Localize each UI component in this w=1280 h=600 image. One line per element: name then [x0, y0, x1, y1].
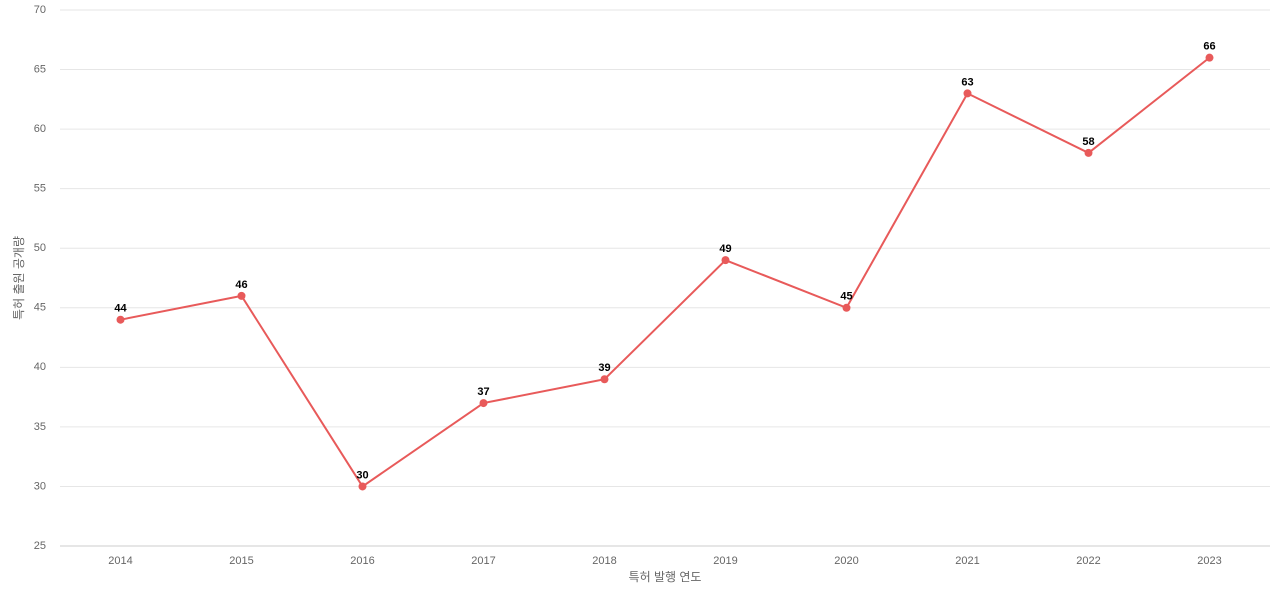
point	[963, 89, 972, 98]
x-tick-label: 2017	[471, 555, 495, 567]
x-tick-label: 2018	[592, 555, 616, 567]
x-tick-label: 2022	[1076, 555, 1100, 567]
y-tick-label: 35	[34, 421, 46, 433]
point	[116, 315, 125, 324]
point	[842, 303, 851, 312]
point	[237, 291, 246, 300]
data-label: 37	[477, 386, 489, 398]
data-label: 39	[598, 362, 610, 374]
line	[120, 56, 1211, 488]
data-label: 66	[1203, 41, 1215, 53]
y-tick-label: 25	[34, 540, 46, 552]
data-label: 49	[719, 243, 731, 255]
point	[1205, 53, 1214, 62]
x-tick-label: 2014	[108, 555, 132, 567]
data-label: 44	[114, 303, 127, 315]
y-axis-title: 특허 출원 공개량	[12, 236, 26, 320]
y-tick-label: 40	[34, 361, 46, 373]
data-label: 46	[235, 279, 247, 291]
x-tick-label: 2016	[350, 555, 374, 567]
x-tick-label: 2021	[955, 555, 979, 567]
x-tick-label: 2015	[229, 555, 253, 567]
y-tick-label: 70	[34, 4, 46, 16]
point	[600, 375, 609, 384]
y-tick-label: 65	[34, 63, 46, 75]
point	[479, 399, 488, 408]
y-tick-label: 60	[34, 123, 46, 135]
data-label: 63	[961, 76, 973, 88]
y-tick-label: 30	[34, 480, 46, 492]
data-label: 30	[356, 469, 368, 481]
data-label: 45	[840, 291, 852, 303]
point	[721, 256, 730, 265]
y-tick-label: 50	[34, 242, 46, 254]
y-tick-label: 55	[34, 183, 46, 195]
point	[358, 482, 367, 491]
point	[1084, 148, 1093, 157]
y-tick-label: 45	[34, 302, 46, 314]
x-axis-title: 특허 발행 연도	[629, 569, 702, 584]
x-tick-label: 2023	[1197, 555, 1221, 567]
x-tick-label: 2019	[713, 555, 737, 567]
x-tick-label: 2020	[834, 555, 858, 567]
data-label: 58	[1082, 136, 1094, 148]
